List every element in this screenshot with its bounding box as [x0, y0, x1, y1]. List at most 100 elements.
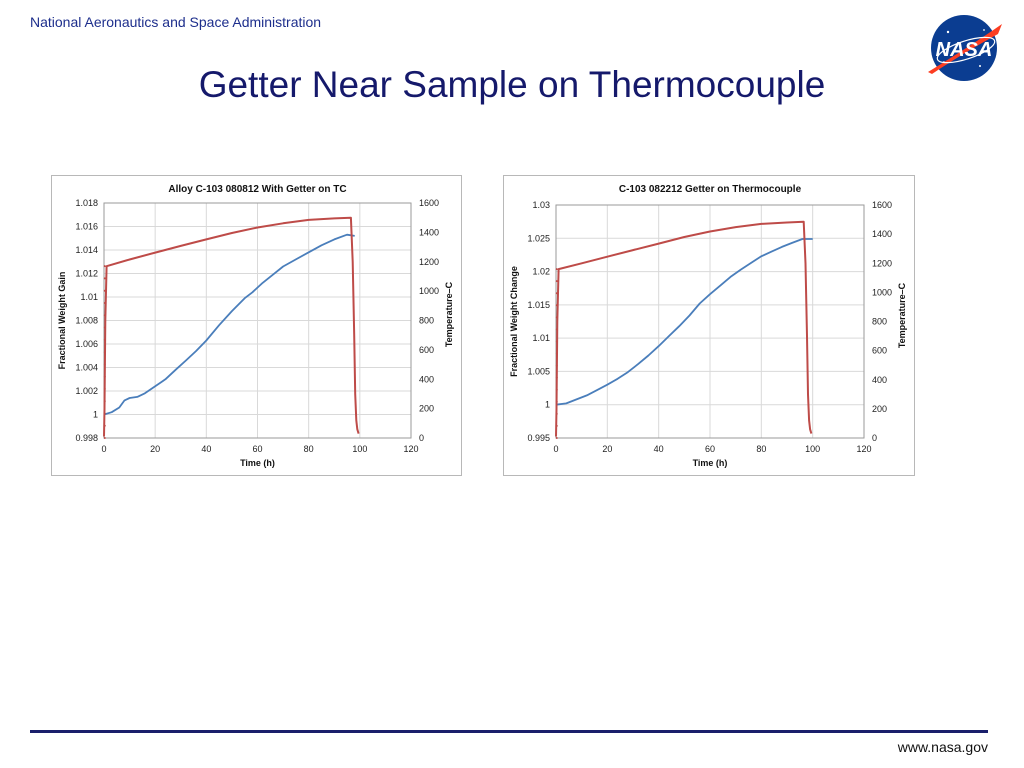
- y-tick-label: 1.002: [75, 386, 98, 396]
- temperature-rampup-point: [555, 304, 558, 307]
- temperature-rampup-point: [103, 289, 106, 292]
- y2-tick-label: 600: [872, 346, 887, 356]
- temperature-rampup-point: [555, 424, 558, 427]
- temperature-rampup-point: [103, 412, 106, 415]
- chart-alloy-c103-080812: Alloy C-103 080812 With Getter on TC 0.99…: [51, 175, 462, 476]
- temperature-rampup-point: [555, 280, 558, 283]
- x-tick-label: 0: [553, 444, 558, 454]
- y-tick-label: 1.006: [75, 339, 98, 349]
- temperature-rampup-point: [103, 375, 106, 378]
- temperature-rampup-point: [555, 388, 558, 391]
- temperature-rampup-point: [103, 400, 106, 403]
- temperature-rampup-point: [555, 340, 558, 343]
- x-tick-label: 20: [150, 444, 160, 454]
- y-tick-label: 1.015: [527, 300, 550, 310]
- temperature-rampup-point: [555, 292, 558, 295]
- y-axis-label: Fractional Weight Change: [509, 266, 519, 377]
- y-tick-label: 1.004: [75, 363, 98, 373]
- y2-tick-label: 1200: [419, 257, 439, 267]
- temperature-series-line: [103, 216, 360, 437]
- y-tick-label: 1.014: [75, 245, 98, 255]
- y2-tick-label: 400: [872, 375, 887, 385]
- temperature-rampup-point: [103, 301, 106, 304]
- temperature-rampup-point: [103, 424, 106, 427]
- x-tick-label: 20: [602, 444, 612, 454]
- y2-tick-label: 1600: [419, 198, 439, 208]
- temperature-rampup-point: [555, 376, 558, 379]
- temperature-rampup-point: [555, 316, 558, 319]
- temperature-rampup-point: [103, 351, 106, 354]
- nasa-logo-text: NASA: [936, 39, 993, 61]
- x-tick-label: 40: [654, 444, 664, 454]
- temperature-rampup-point: [103, 314, 106, 317]
- temperature-rampup-point: [103, 437, 106, 439]
- x-tick-label: 100: [805, 444, 820, 454]
- x-tick-label: 100: [352, 444, 367, 454]
- y2-tick-label: 1600: [872, 200, 892, 210]
- chart-title: Alloy C-103 080812 With Getter on TC: [168, 184, 346, 195]
- x-tick-label: 80: [756, 444, 766, 454]
- footer-divider: [30, 730, 988, 733]
- temperature-rampup-point: [103, 387, 106, 390]
- y2-axis-label: Temperature–C: [444, 281, 454, 347]
- y2-tick-label: 1000: [419, 286, 439, 296]
- x-axis-label: Time (h): [693, 458, 728, 468]
- temperature-rampup-point: [103, 277, 106, 280]
- plot-area: [555, 204, 865, 439]
- temperature-series-line: [555, 220, 813, 437]
- x-tick-label: 120: [403, 444, 418, 454]
- y2-tick-label: 200: [419, 404, 434, 414]
- y-tick-label: 1.016: [75, 222, 98, 232]
- temperature-rampup-point: [555, 437, 558, 439]
- y2-tick-label: 1400: [872, 229, 892, 239]
- weight-series-line: [103, 233, 355, 416]
- y-tick-label: 1.02: [532, 267, 550, 277]
- x-tick-label: 80: [304, 444, 314, 454]
- y-tick-label: 0.995: [527, 433, 550, 443]
- y2-tick-label: 0: [419, 433, 424, 443]
- temperature-rampup-point: [103, 363, 106, 366]
- y2-tick-label: 0: [872, 433, 877, 443]
- temperature-rampup-point: [555, 268, 558, 271]
- y-tick-label: 1.008: [75, 316, 98, 326]
- chart-c103-082212: C-103 082212 Getter on Thermocouple 0.995…: [503, 175, 915, 476]
- y2-tick-label: 1000: [872, 287, 892, 297]
- x-tick-label: 40: [201, 444, 211, 454]
- plot-area: [103, 202, 412, 439]
- y2-tick-label: 600: [419, 345, 434, 355]
- x-tick-label: 120: [856, 444, 871, 454]
- temperature-rampup-point: [555, 364, 558, 367]
- temperature-rampup-point: [555, 352, 558, 355]
- y2-axis-label: Temperature–C: [897, 282, 907, 348]
- slide-title: Getter Near Sample on Thermocouple: [198, 64, 826, 105]
- x-axis-label: Time (h): [240, 458, 275, 468]
- temperature-rampup-point: [555, 328, 558, 331]
- nasa-logo: NASA: [928, 15, 1002, 81]
- footer-url[interactable]: www.nasa.gov: [897, 739, 988, 755]
- y-tick-label: 1.025: [527, 233, 550, 243]
- y-tick-label: 1.01: [532, 333, 550, 343]
- y-axis-label: Fractional Weight Gain: [57, 272, 67, 370]
- weight-series-line: [555, 238, 813, 406]
- chart-title: C-103 082212 Getter on Thermocouple: [619, 184, 802, 195]
- y2-tick-label: 400: [419, 374, 434, 384]
- x-tick-label: 0: [101, 444, 106, 454]
- y-tick-label: 1.005: [527, 366, 550, 376]
- y-tick-label: 1.01: [80, 292, 98, 302]
- y2-tick-label: 800: [419, 316, 434, 326]
- y-tick-label: 1: [545, 400, 550, 410]
- temperature-rampup-point: [103, 326, 106, 329]
- agency-name: National Aeronautics and Space Administr…: [30, 14, 322, 30]
- x-tick-label: 60: [705, 444, 715, 454]
- y-tick-label: 1.03: [532, 200, 550, 210]
- temperature-rampup-point: [555, 412, 558, 415]
- y2-tick-label: 200: [872, 404, 887, 414]
- temperature-rampup-point: [103, 265, 106, 268]
- temperature-rampup-point: [103, 338, 106, 341]
- chart-2-svg: C-103 082212 Getter on Thermocouple 0.995…: [509, 184, 907, 468]
- x-tick-label: 60: [252, 444, 262, 454]
- y2-tick-label: 800: [872, 317, 887, 327]
- y-tick-label: 1: [93, 410, 98, 420]
- chart-1-svg: Alloy C-103 080812 With Getter on TC 0.99…: [57, 184, 454, 468]
- temperature-rampup-point: [555, 400, 558, 403]
